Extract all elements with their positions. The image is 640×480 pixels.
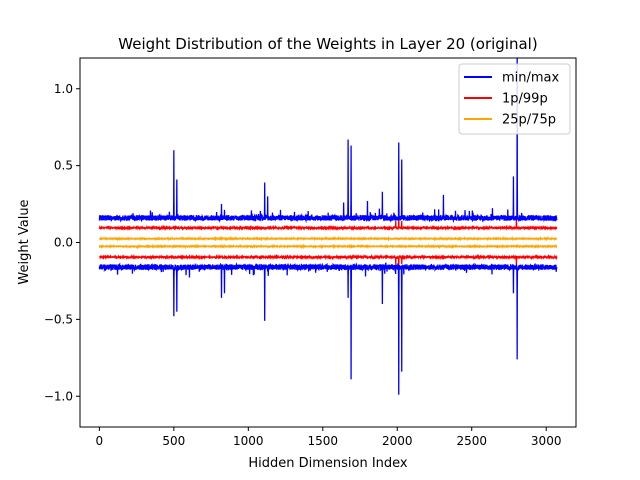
x-tick-label: 3000 bbox=[531, 434, 562, 448]
series-line-25p-75p-lower bbox=[98, 243, 558, 250]
series-line-min-max-upper bbox=[98, 58, 558, 224]
x-tick-label: 2500 bbox=[456, 434, 487, 448]
x-tick-label: 1000 bbox=[233, 434, 264, 448]
y-axis-label: Weight Value bbox=[17, 199, 32, 284]
y-axis: −1.0 −0.5 0.0 0.5 1.0 bbox=[44, 82, 80, 403]
y-tick-label: −1.0 bbox=[44, 389, 73, 403]
x-tick-label: 1500 bbox=[308, 434, 339, 448]
series-line-1p-99p-upper bbox=[98, 216, 558, 232]
chart-title: Weight Distribution of the Weights in La… bbox=[118, 35, 537, 53]
legend-label-1p-99p: 1p/99p bbox=[502, 92, 548, 107]
x-axis-label: Hidden Dimension Index bbox=[248, 456, 408, 471]
series-layer bbox=[98, 58, 558, 395]
legend-label-min-max: min/max bbox=[502, 71, 560, 86]
legend-label-25p-75p: 25p/75p bbox=[502, 113, 556, 128]
series-line-1p-99p-lower bbox=[99, 253, 558, 269]
x-tick-label: 500 bbox=[162, 434, 185, 448]
y-tick-label: 1.0 bbox=[54, 82, 73, 96]
y-tick-label: 0.0 bbox=[54, 236, 73, 250]
y-tick-label: 0.5 bbox=[54, 159, 73, 173]
series-line-min-max-lower bbox=[98, 261, 558, 395]
series-line-25p-75p-upper bbox=[99, 235, 558, 242]
x-tick-label: 2000 bbox=[382, 434, 413, 448]
legend-box bbox=[458, 63, 571, 135]
legend: min/max 1p/99p 25p/75p bbox=[458, 63, 571, 135]
x-axis: 0 500 1000 1500 2000 2500 3000 bbox=[96, 427, 562, 448]
y-tick-label: −0.5 bbox=[44, 312, 73, 326]
x-tick-label: 0 bbox=[96, 434, 104, 448]
